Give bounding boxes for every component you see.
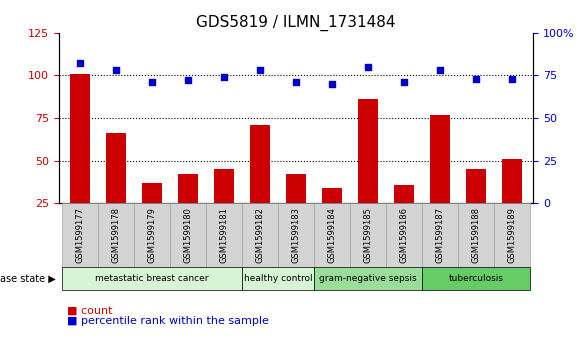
Bar	[358, 99, 378, 246]
Bar	[286, 174, 306, 246]
Point	[399, 79, 408, 85]
Text: GSM1599188: GSM1599188	[471, 207, 480, 263]
Point	[363, 64, 373, 70]
Text: healthy control: healthy control	[244, 274, 312, 283]
Point	[507, 76, 516, 82]
Text: GSM1599178: GSM1599178	[112, 207, 121, 263]
Point	[148, 79, 157, 85]
Text: ■ count: ■ count	[67, 305, 113, 315]
Bar	[250, 125, 270, 246]
Text: metastatic breast cancer: metastatic breast cancer	[96, 274, 209, 283]
Point	[76, 61, 85, 66]
Text: GSM1599189: GSM1599189	[507, 207, 516, 263]
Bar	[502, 159, 522, 246]
Bar	[142, 183, 162, 246]
Text: GSM1599185: GSM1599185	[363, 207, 372, 263]
Text: GSM1599184: GSM1599184	[328, 207, 336, 263]
Point	[435, 67, 444, 73]
Bar	[322, 188, 342, 246]
Bar	[106, 133, 126, 246]
Text: ■ percentile rank within the sample: ■ percentile rank within the sample	[67, 316, 269, 326]
Text: GSM1599179: GSM1599179	[148, 207, 156, 263]
Text: disease state ▶: disease state ▶	[0, 274, 56, 284]
Point	[471, 76, 481, 82]
Text: GSM1599177: GSM1599177	[76, 207, 84, 263]
Bar	[430, 115, 449, 246]
Text: tuberculosis: tuberculosis	[448, 274, 503, 283]
Bar	[466, 169, 486, 246]
Bar	[214, 169, 234, 246]
Point	[111, 67, 121, 73]
Point	[255, 67, 265, 73]
Bar	[394, 184, 414, 246]
Text: GSM1599183: GSM1599183	[291, 207, 301, 263]
Text: GSM1599187: GSM1599187	[435, 207, 444, 263]
Title: GDS5819 / ILMN_1731484: GDS5819 / ILMN_1731484	[196, 15, 396, 31]
Text: GSM1599180: GSM1599180	[183, 207, 193, 263]
Bar	[178, 174, 198, 246]
Point	[327, 81, 336, 87]
Point	[183, 78, 193, 83]
Text: GSM1599182: GSM1599182	[255, 207, 264, 263]
Text: GSM1599186: GSM1599186	[399, 207, 408, 263]
Bar	[70, 74, 90, 246]
Text: gram-negative sepsis: gram-negative sepsis	[319, 274, 417, 283]
Point	[291, 79, 301, 85]
Point	[219, 74, 229, 80]
Text: GSM1599181: GSM1599181	[220, 207, 229, 263]
